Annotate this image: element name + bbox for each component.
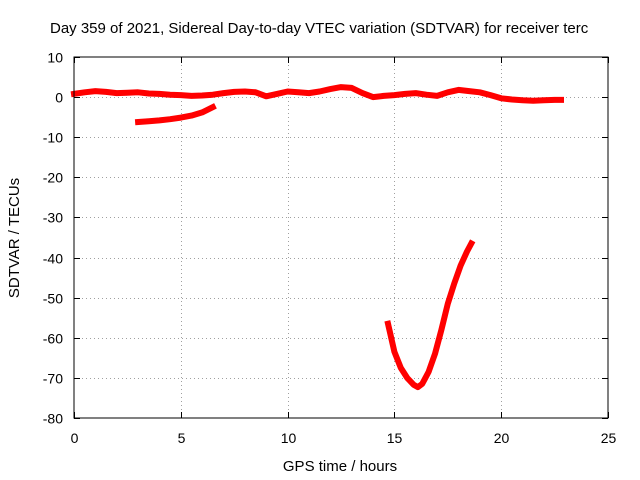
x-tick-label: 20 — [494, 430, 510, 446]
y-tick-label: -30 — [43, 210, 63, 226]
y-tick-label: -50 — [43, 291, 63, 307]
x-tick-label: 15 — [387, 430, 403, 446]
y-tick-label: -20 — [43, 170, 63, 186]
y-tick-label: 0 — [55, 90, 63, 106]
x-tick-label: 25 — [601, 430, 617, 446]
chart-title: Day 359 of 2021, Sidereal Day-to-day VTE… — [50, 20, 589, 37]
plot-frame — [73, 56, 609, 419]
axis-ticks: 0 5 10 15 20 25 10 0 -10 -20 -30 -40 -50 -60 -70 -80 — [43, 50, 617, 447]
plot-series — [70, 84, 564, 391]
y-tick-label: -60 — [43, 331, 63, 347]
x-axis-label: GPS time / hours — [283, 458, 397, 475]
y-tick-label: -70 — [43, 371, 63, 387]
series-line-main-track — [70, 84, 564, 104]
y-tick-label: -80 — [43, 411, 63, 427]
y-tick-label: 10 — [47, 50, 63, 66]
series-line-dip-segment — [384, 239, 476, 391]
x-tick-label: 10 — [281, 430, 297, 446]
x-tick-label: 0 — [71, 430, 79, 446]
y-tick-label: -40 — [43, 251, 63, 267]
y-axis-label: SDTVAR / TECUs — [6, 178, 23, 298]
x-tick-label: 5 — [178, 430, 186, 446]
y-tick-label: -10 — [43, 130, 63, 146]
series-line-short-segment — [134, 103, 217, 126]
